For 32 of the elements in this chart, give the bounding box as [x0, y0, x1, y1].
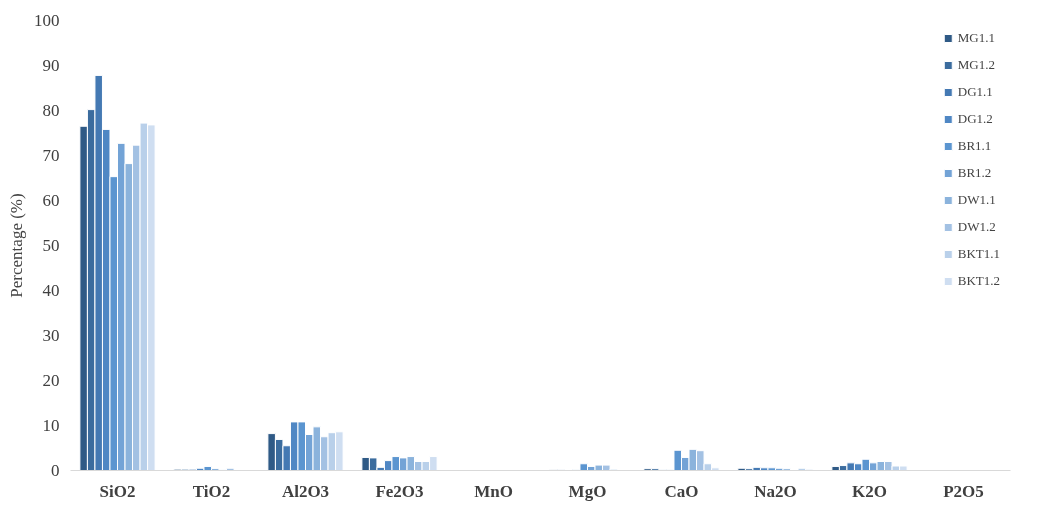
- x-tick-label: Al2O3: [281, 481, 330, 501]
- legend-label: BR1.2: [957, 165, 992, 181]
- legend-label: DW1.1: [957, 192, 996, 208]
- x-tick-label: MgO: [568, 481, 607, 501]
- x-tick-label: P2O5: [943, 481, 984, 501]
- x-tick-label: K2O: [852, 481, 887, 501]
- y-axis-title: Percentage (%): [7, 193, 26, 298]
- x-tick-label: MnO: [474, 481, 513, 501]
- y-tick-label: 80: [42, 101, 60, 120]
- y-tick-label: 0: [51, 461, 60, 480]
- legend-label: DW1.2: [957, 219, 996, 235]
- y-tick-label: 90: [42, 56, 60, 75]
- legend-label: BKT1.2: [957, 273, 1000, 289]
- y-tick-label: 40: [42, 281, 60, 300]
- x-tick-label: CaO: [664, 481, 699, 501]
- legend-label: DG1.1: [957, 84, 993, 100]
- legend-label: DG1.2: [957, 111, 993, 127]
- legend-label: MG1.1: [957, 30, 995, 46]
- x-tick-label: Fe2O3: [375, 481, 424, 501]
- legend-label: BKT1.1: [957, 246, 1000, 262]
- x-tick-label: SiO2: [99, 481, 136, 501]
- y-tick-label: 10: [42, 416, 60, 435]
- y-tick-label: 100: [34, 11, 60, 30]
- y-tick-label: 30: [42, 326, 60, 345]
- y-tick-label: 50: [42, 236, 60, 255]
- legend-label: BR1.1: [957, 138, 992, 154]
- x-tick-label: Na2O: [754, 481, 797, 501]
- y-tick-label: 20: [42, 371, 60, 390]
- x-tick-label: TiO2: [192, 481, 231, 501]
- y-tick-label: 70: [42, 146, 60, 165]
- legend-label: MG1.2: [957, 57, 995, 73]
- y-tick-label: 60: [42, 191, 60, 210]
